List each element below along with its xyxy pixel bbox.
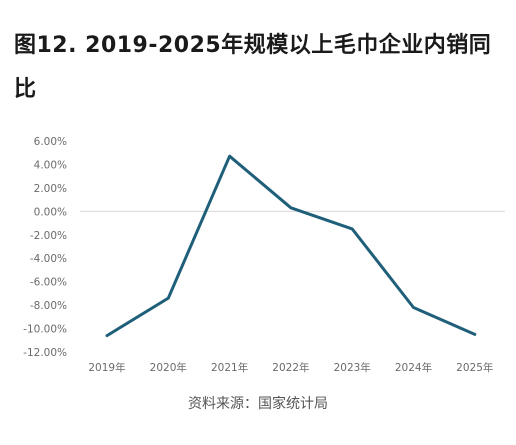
y-tick-label: 2.00%	[34, 183, 67, 195]
x-tick-label: 2022年	[272, 361, 309, 374]
y-tick-label: -2.00%	[30, 230, 67, 242]
chart-title: 图12. 2019-2025年规模以上毛巾企业内销同比	[14, 33, 492, 102]
y-tick-label: -6.00%	[30, 277, 67, 289]
y-tick-label: -12.00%	[23, 347, 67, 359]
y-tick-label: 6.00%	[34, 136, 67, 148]
x-tick-label: 2019年	[88, 361, 125, 374]
source-note: 资料来源：国家统计局	[188, 396, 328, 412]
y-tick-label: 0.00%	[34, 206, 67, 218]
y-axis-tick-labels: 6.00% 4.00% 2.00% 0.00% -2.00% -4.00% -6.00% -8…	[23, 136, 67, 359]
y-tick-label: 4.00%	[34, 159, 67, 171]
x-tick-label: 2020年	[150, 361, 187, 374]
x-tick-label: 2023年	[334, 361, 371, 374]
series-line	[105, 154, 477, 338]
x-tick-label: 2025年	[456, 361, 493, 374]
x-tick-label: 2024年	[395, 361, 432, 374]
x-axis-tick-labels: 2019年 2020年 2021年 2022年 2023年 2024年 2025年	[88, 361, 493, 374]
y-tick-label: -10.00%	[23, 324, 67, 336]
y-tick-label: -4.00%	[30, 253, 67, 265]
y-tick-label: -8.00%	[30, 300, 67, 312]
x-tick-label: 2021年	[211, 361, 248, 374]
